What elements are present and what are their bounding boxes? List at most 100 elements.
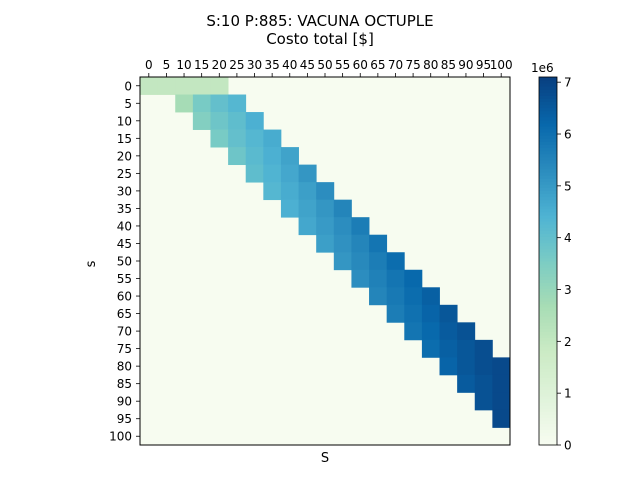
- colorbar-segment: [539, 294, 557, 299]
- heatmap-cell: [298, 182, 317, 201]
- y-axis-label: s: [84, 260, 99, 267]
- colorbar-segment: [539, 322, 557, 326]
- y-tick-label: 10: [117, 114, 132, 128]
- colorbar-segment: [539, 199, 557, 204]
- colorbar-segment: [539, 208, 557, 213]
- colorbar-segment: [539, 227, 557, 231]
- colorbar-segment: [539, 270, 557, 274]
- heatmap-cell: [404, 322, 423, 341]
- y-tick-label: 50: [117, 255, 132, 269]
- heatmap-cell: [492, 409, 511, 428]
- colorbar-segment: [539, 242, 557, 247]
- heatmap-cell: [175, 94, 194, 113]
- colorbar-tick-label: 1: [564, 387, 572, 401]
- colorbar-segment: [539, 239, 557, 244]
- heatmap-cell: [192, 112, 211, 130]
- colorbar-segment: [539, 193, 557, 198]
- x-tick-label: 85: [441, 58, 456, 72]
- heatmap-cell: [228, 147, 247, 166]
- colorbar-segment: [539, 172, 557, 176]
- x-tick-label: 50: [317, 58, 332, 72]
- y-tick-label: 20: [117, 149, 132, 163]
- heatmap-cell: [386, 252, 405, 271]
- colorbar-segment: [539, 429, 557, 434]
- colorbar-segment: [539, 423, 557, 428]
- y-tick-label: 65: [117, 307, 132, 321]
- x-tick-label: 75: [405, 58, 420, 72]
- colorbar-segment: [539, 178, 557, 182]
- heatmap-cell: [263, 147, 282, 166]
- colorbar-segment: [539, 181, 557, 185]
- colorbar-segment: [539, 104, 557, 109]
- colorbar-multiplier: 1e6: [531, 61, 554, 75]
- heatmap-cell: [492, 357, 511, 376]
- colorbar-tick-label: 6: [564, 128, 572, 142]
- colorbar-segment: [539, 107, 557, 112]
- x-tick-label: 60: [353, 58, 368, 72]
- heatmap-cell: [298, 164, 317, 183]
- colorbar-segment: [539, 325, 557, 329]
- heatmap-cell: [421, 322, 440, 341]
- colorbar-segment: [539, 113, 557, 118]
- heatmap-cell: [492, 374, 511, 393]
- colorbar-segment: [539, 279, 557, 283]
- colorbar-segment: [539, 150, 557, 155]
- colorbar-segment: [539, 291, 557, 296]
- colorbar-segment: [539, 101, 557, 106]
- colorbar-segment: [539, 110, 557, 115]
- y-tick-label: 55: [117, 272, 132, 286]
- heatmap-cell: [298, 199, 317, 218]
- colorbar-segment: [539, 236, 557, 241]
- heatmap-cell: [386, 304, 405, 323]
- colorbar-tick-label: 2: [564, 335, 572, 349]
- x-axis-ticks: 0 5 10 15 20 25 30 35 40 45 50 55 60 65 70 75 80 85 90 9510…: [145, 58, 513, 77]
- colorbar-segment: [539, 116, 557, 121]
- heatmap-cell: [369, 287, 388, 306]
- colorbar-segment: [539, 233, 557, 237]
- heatmap-cell: [474, 374, 493, 393]
- colorbar-tick-label: 3: [564, 283, 572, 297]
- heatmap-cell: [369, 252, 388, 271]
- heatmap-cell: [210, 94, 229, 113]
- heatmap-cell: [351, 252, 370, 271]
- heatmap-cell: [457, 357, 476, 376]
- colorbar-segment: [539, 356, 557, 360]
- heatmap-cell: [228, 94, 247, 113]
- colorbar-segment: [539, 80, 557, 84]
- colorbar-segment: [539, 374, 557, 379]
- colorbar-segment: [539, 126, 557, 130]
- heatmap-cell: [228, 129, 247, 148]
- heatmap-cell: [457, 322, 476, 341]
- colorbar-segment: [539, 95, 557, 99]
- y-tick-label: 40: [117, 219, 132, 233]
- colorbar: 0 1 2 3 4 5 6 7: [538, 76, 572, 453]
- y-tick-label: 15: [117, 132, 132, 146]
- colorbar-segment: [539, 257, 557, 262]
- x-tick-label: 20: [212, 58, 227, 72]
- colorbar-segment: [539, 389, 557, 394]
- x-tick-label: 65: [370, 58, 385, 72]
- heatmap-cell: [421, 304, 440, 323]
- x-tick-label: 95: [476, 58, 491, 72]
- heatmap-cell: [421, 287, 440, 306]
- heatmap-cell: [228, 112, 247, 130]
- y-tick-label: 60: [117, 290, 132, 304]
- colorbar-segment: [539, 408, 557, 412]
- colorbar-segment: [539, 359, 557, 363]
- colorbar-segment: [539, 83, 557, 87]
- heatmap-cell: [439, 322, 458, 341]
- heatmap-cell: [245, 112, 264, 130]
- heatmap-cell: [369, 269, 388, 288]
- heatmap-cell: [263, 129, 282, 148]
- heatmap-cell: [333, 199, 352, 218]
- colorbar-segment: [539, 267, 557, 271]
- heatmap-background: [140, 77, 510, 445]
- colorbar-segment: [539, 380, 557, 385]
- heatmap-cell: [263, 164, 282, 183]
- x-tick-label: 25: [229, 58, 244, 72]
- colorbar-segment: [539, 205, 557, 210]
- heatmap-cell: [192, 77, 211, 95]
- colorbar-segment: [539, 141, 557, 145]
- heatmap-cell: [316, 199, 335, 218]
- x-tick-label: 5: [163, 58, 171, 72]
